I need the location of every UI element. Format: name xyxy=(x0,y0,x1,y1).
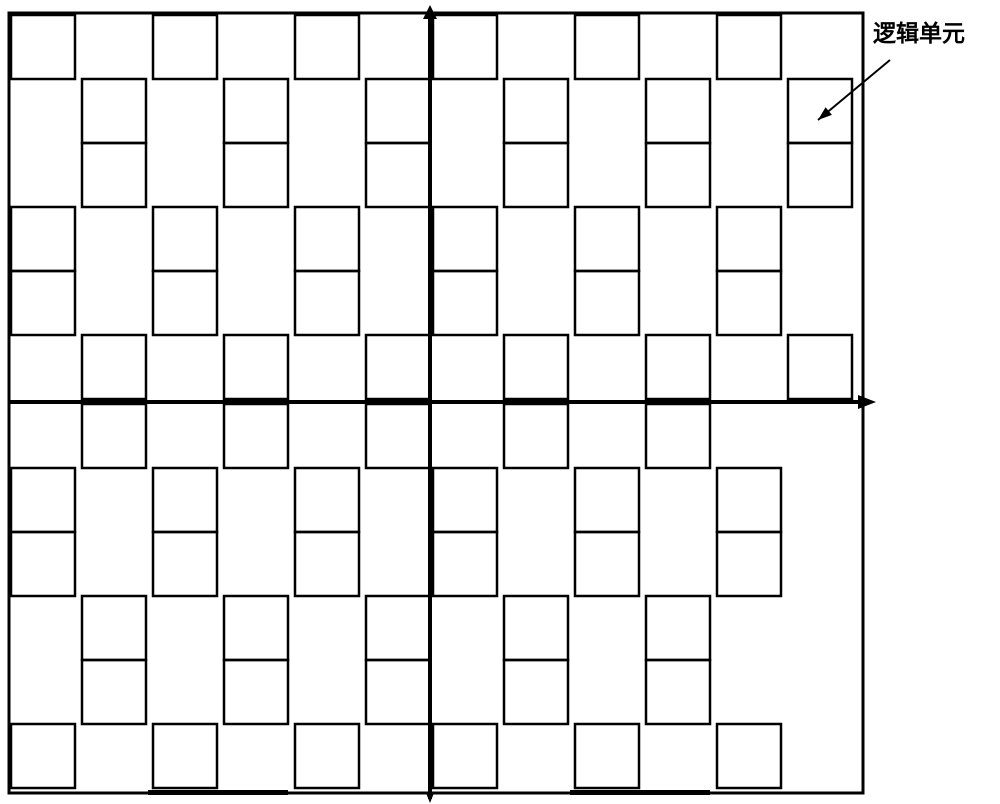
logic-unit-label: 逻辑单元 xyxy=(873,14,965,48)
diagram-stage: 逻辑单元 xyxy=(0,0,1000,804)
diagram-svg xyxy=(0,0,1000,804)
